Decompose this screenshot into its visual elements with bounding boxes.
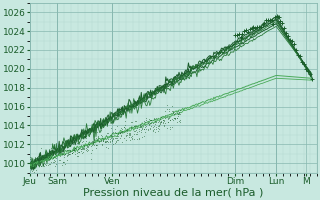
X-axis label: Pression niveau de la mer( hPa ): Pression niveau de la mer( hPa ) [84, 187, 264, 197]
